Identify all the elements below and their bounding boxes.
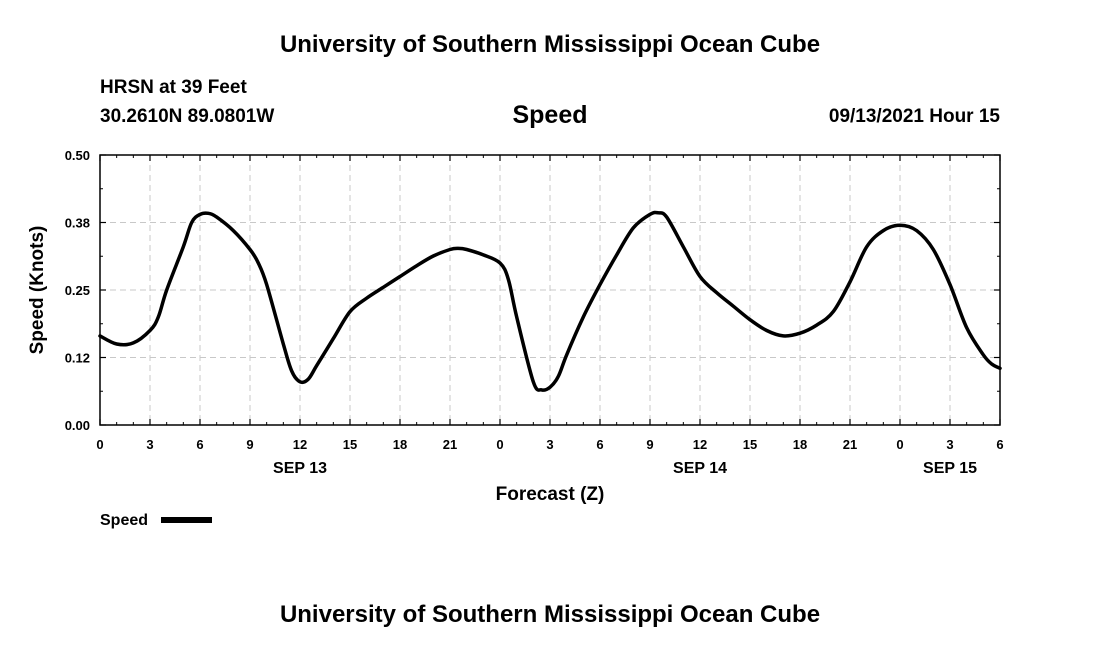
day-label: SEP 15 [923, 460, 977, 477]
station-location: 30.2610N 89.0801W [100, 106, 275, 127]
gridlines [100, 155, 1000, 425]
y-axis-title: Speed (Knots) [27, 226, 48, 355]
x-tick-label: 15 [343, 437, 357, 452]
y-tick-label: 0.50 [65, 148, 90, 163]
day-label: SEP 14 [673, 460, 727, 477]
x-tick-label: 6 [596, 437, 603, 452]
y-tick-label: 0.25 [65, 283, 90, 298]
x-tick-label: 0 [96, 437, 103, 452]
axis-labels: 0 3 6 9 12 15 18 21 0 3 6 9 12 15 18 21 0 3 6 0.00 0.12 0.25 0… [65, 148, 1004, 477]
x-tick-label: 6 [196, 437, 203, 452]
series-group [98, 210, 1002, 392]
x-tick-label: 18 [793, 437, 807, 452]
chart-title-bottom: University of Southern Mississippi Ocean… [279, 601, 821, 628]
plot-frame [99, 154, 1001, 426]
y-tick-label: 0.00 [65, 418, 90, 433]
x-tick-label: 0 [496, 437, 503, 452]
y-tick-label: 0.38 [65, 216, 90, 231]
day-label: SEP 13 [273, 460, 327, 477]
x-tick-label: 3 [546, 437, 553, 452]
series-line-speed [98, 210, 1002, 392]
issued-datetime: 09/13/2021 Hour 15 [828, 106, 1000, 127]
x-tick-label: 15 [743, 437, 757, 452]
x-tick-label: 3 [946, 437, 953, 452]
x-tick-label: 9 [646, 437, 653, 452]
x-tick-label: 9 [246, 437, 253, 452]
x-tick-label: 6 [996, 437, 1003, 452]
y-tick-label: 0.12 [65, 351, 90, 366]
station-name: HRSN at 39 Feet [100, 77, 247, 98]
x-tick-label: 12 [293, 437, 307, 452]
chart-title-top: University of Southern Mississippi Ocean… [279, 31, 821, 58]
x-tick-label: 12 [693, 437, 707, 452]
legend-label: Speed [100, 512, 148, 529]
x-tick-label: 21 [843, 437, 857, 452]
x-axis-title: Forecast (Z) [496, 484, 605, 505]
x-tick-label: 0 [896, 437, 903, 452]
x-tick-label: 21 [443, 437, 457, 452]
x-tick-label: 18 [393, 437, 407, 452]
x-tick-label: 3 [146, 437, 153, 452]
variable-title: Speed [512, 101, 588, 129]
